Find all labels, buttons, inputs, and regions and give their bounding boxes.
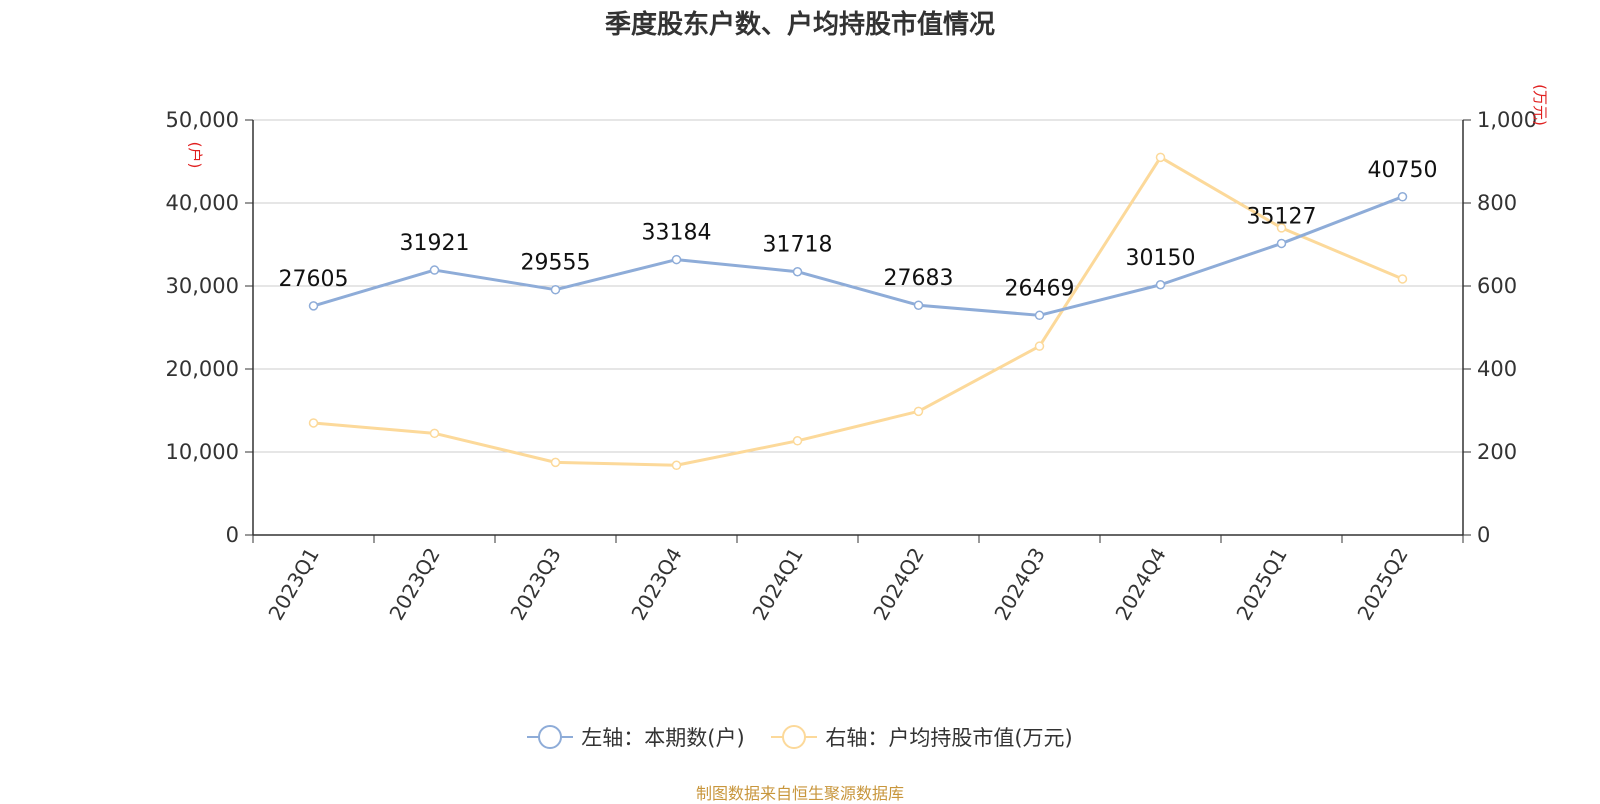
left-axis-tick-label: 0 [226, 523, 239, 547]
right-series-point [429, 428, 440, 439]
left-series-point [671, 254, 682, 265]
data-label: 31921 [400, 231, 470, 256]
x-axis-tick-label: 2025Q2 [1352, 544, 1412, 625]
left-axis-tick-label: 40,000 [166, 191, 239, 215]
right-series-point [550, 457, 561, 468]
legend-label-left: 左轴：本期数(户) [581, 726, 745, 750]
right-series-point [1397, 274, 1408, 284]
right-axis-unit-label: (万元) [1531, 84, 1549, 126]
right-series-point [1276, 223, 1287, 233]
right-series-point [671, 460, 682, 471]
data-label: 29555 [521, 251, 591, 276]
series-lines [308, 152, 1408, 471]
legend-item-left-series[interactable]: 左轴：本期数(户) [527, 722, 745, 752]
chart-area: 0 10,000 20,000 30,000 40,000 50,000 0 200 400 60… [166, 84, 1549, 624]
right-axis-tick-label: 400 [1477, 357, 1517, 381]
chart-title: 季度股东户数、户均持股市值情况 [604, 10, 995, 40]
data-label: 35127 [1247, 204, 1317, 229]
data-label: 33184 [642, 221, 712, 246]
right-axis-tick-label: 0 [1477, 523, 1490, 547]
x-axis-tick-label: 2024Q2 [868, 544, 928, 625]
x-axis-tick-label: 2025Q1 [1231, 544, 1291, 625]
x-axis-tick-label: 2023Q3 [505, 544, 565, 625]
left-axis-tick-label: 10,000 [166, 440, 239, 464]
legend-item-right-series[interactable]: 右轴：户均持股市值(万元) [771, 722, 1073, 752]
left-axis-tick-label: 30,000 [166, 274, 239, 298]
right-series-point [308, 418, 319, 428]
right-series-point [913, 406, 924, 417]
x-axis-tick-label: 2024Q4 [1110, 544, 1170, 625]
legend: 左轴：本期数(户) 右轴：户均持股市值(万元) [0, 722, 1600, 755]
data-labels: 27605 31921 29555 33184 31718 27683 26469 30150… [279, 158, 1438, 302]
legend-label-right: 右轴：户均持股市值(万元) [825, 726, 1073, 750]
right-series-point [792, 436, 803, 446]
x-axis-tick-label: 2023Q2 [384, 544, 444, 625]
source-note: 制图数据来自恒生聚源数据库 [695, 784, 904, 803]
left-series-point [550, 284, 561, 295]
right-axis-tick-label: 600 [1477, 274, 1517, 298]
right-series-point [1034, 341, 1045, 351]
data-label: 27683 [884, 266, 954, 291]
right-series-line [313, 155, 1404, 467]
data-label: 26469 [1005, 276, 1075, 301]
left-series-point [1155, 280, 1166, 290]
legend-marker-left-icon [527, 725, 574, 749]
left-series-point [913, 300, 924, 310]
right-axis-tick-label: 1,000 [1477, 108, 1537, 132]
left-axis-unit-label: (户) [186, 142, 204, 169]
left-series-point [1397, 192, 1408, 202]
left-series-point [792, 266, 803, 277]
data-label: 31718 [763, 233, 833, 258]
x-axis-tick-label: 2024Q1 [747, 544, 807, 625]
right-axis-tick-label: 200 [1477, 440, 1517, 464]
left-series-point [429, 265, 440, 275]
left-axis-tick-label: 20,000 [166, 357, 239, 381]
x-axis-tick-label: 2024Q3 [989, 544, 1049, 625]
left-series-point [1276, 238, 1287, 249]
left-series-point [308, 301, 319, 311]
right-series-point [1155, 152, 1166, 163]
left-axis-tick-label: 50,000 [166, 108, 239, 132]
x-axis-tick-label: 2023Q1 [263, 544, 323, 625]
x-axis-tick-label: 2023Q4 [626, 544, 686, 625]
left-series-point [1034, 310, 1045, 321]
data-label: 27605 [279, 267, 349, 292]
grid-lines [253, 119, 1463, 453]
right-axis-tick-label: 800 [1477, 191, 1517, 215]
axes: 0 10,000 20,000 30,000 40,000 50,000 0 200 400 60… [166, 84, 1549, 624]
data-label: 30150 [1126, 246, 1196, 271]
legend-marker-right-icon [771, 725, 818, 749]
data-label: 40750 [1368, 158, 1438, 183]
left-series-line [313, 195, 1404, 317]
